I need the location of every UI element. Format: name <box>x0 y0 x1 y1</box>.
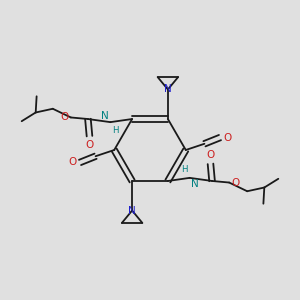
Text: H: H <box>182 165 188 174</box>
Text: N: N <box>128 206 136 216</box>
Text: N: N <box>191 179 199 189</box>
Text: O: O <box>85 140 94 151</box>
Text: O: O <box>206 149 214 160</box>
Text: O: O <box>68 158 76 167</box>
Text: O: O <box>231 178 239 188</box>
Text: O: O <box>61 112 69 122</box>
Text: N: N <box>101 111 109 121</box>
Text: N: N <box>164 84 172 94</box>
Text: O: O <box>224 133 232 142</box>
Text: H: H <box>112 126 119 135</box>
